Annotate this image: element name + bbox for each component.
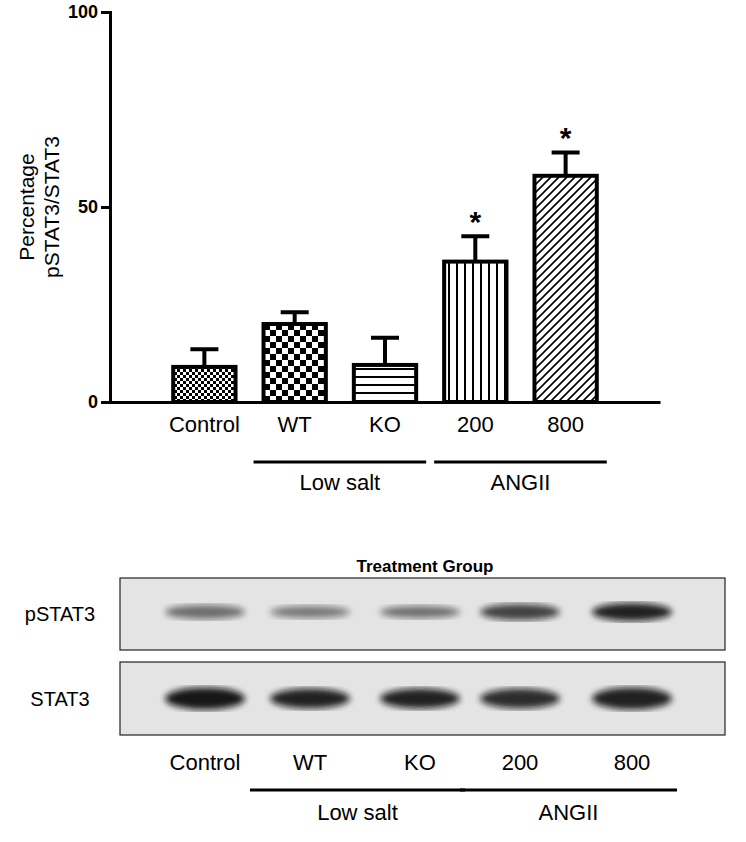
blot-lane-label: 800: [614, 750, 651, 775]
blot-lane-label: 200: [502, 750, 539, 775]
x-tick: 200: [457, 402, 494, 437]
x-tick: KO: [369, 402, 401, 437]
y-tick: 0: [88, 392, 110, 412]
blot-band: [480, 689, 560, 709]
bar: [444, 262, 506, 402]
x-tick-label: 800: [547, 412, 584, 437]
x-tick-label: 200: [457, 412, 494, 437]
blot-panel: [120, 578, 725, 650]
error-bar: [552, 152, 580, 175]
blot-band: [270, 606, 350, 618]
y-tick-label: 50: [78, 197, 98, 217]
bar: [173, 367, 235, 402]
blot-row-label: pSTAT3: [25, 603, 95, 625]
blot-band: [592, 688, 672, 710]
significance-marker: *: [469, 205, 481, 238]
group-line: [254, 461, 427, 464]
blot-lane-label: WT: [293, 750, 327, 775]
blot-title: Treatment Group: [357, 557, 494, 576]
x-axis-line: [111, 401, 661, 404]
x-tick: 800: [547, 402, 584, 437]
group-label: Low salt: [299, 470, 380, 495]
error-bar: [371, 338, 399, 365]
blot-lane-label: Control: [170, 750, 241, 775]
bar: [264, 324, 326, 402]
y-axis: 0 50 100: [68, 2, 111, 412]
x-tick-label: KO: [369, 412, 401, 437]
blot: Treatment Group pSTAT3 STAT3 Control WT KO 200…: [25, 557, 725, 825]
y-axis-title: PercentagepSTAT3/STAT3: [15, 136, 63, 278]
plot-area: [173, 152, 597, 402]
x-tick-label: WT: [278, 412, 312, 437]
group-line: [460, 789, 677, 792]
blot-band: [165, 688, 245, 710]
significance-marker: *: [560, 121, 572, 154]
blot-band: [380, 606, 460, 618]
y-tick: 100: [68, 2, 110, 22]
x-tick: Control: [169, 402, 240, 437]
blot-band: [380, 689, 460, 709]
group-line: [434, 461, 607, 464]
x-tick: WT: [278, 402, 312, 437]
blot-band: [270, 689, 350, 709]
blot-band: [480, 604, 560, 620]
figure: 0 50 100 Control WT KO 200 800 PercentagepSTAT3/…: [0, 0, 746, 842]
y-axis-title-line: Percentage: [15, 153, 38, 260]
x-axis: Control WT KO 200 800: [111, 402, 661, 437]
blot-panel: [120, 662, 725, 735]
y-axis-title-line: pSTAT3/STAT3: [40, 136, 63, 278]
y-tick-mark: [101, 11, 110, 14]
bar: [534, 176, 596, 402]
y-axis-line: [101, 13, 111, 403]
group-line: [250, 789, 465, 792]
y-tick: 50: [78, 197, 110, 217]
bar: [354, 365, 416, 402]
error-bar: [190, 349, 218, 367]
blot-group-label: Low salt: [317, 800, 398, 825]
y-tick-label: 0: [88, 392, 98, 412]
blot-band: [165, 605, 245, 619]
y-tick-mark: [101, 401, 110, 404]
blot-row-label: STAT3: [30, 688, 89, 710]
y-tick-label: 100: [68, 2, 98, 22]
group-label: ANGII: [491, 470, 551, 495]
error-bar: [461, 236, 489, 261]
y-tick-mark: [101, 206, 110, 209]
blot-lane-label: KO: [404, 750, 436, 775]
x-tick-label: Control: [169, 412, 240, 437]
blot-band: [592, 603, 672, 621]
blot-group-label: ANGII: [539, 800, 599, 825]
error-bar: [281, 312, 309, 324]
